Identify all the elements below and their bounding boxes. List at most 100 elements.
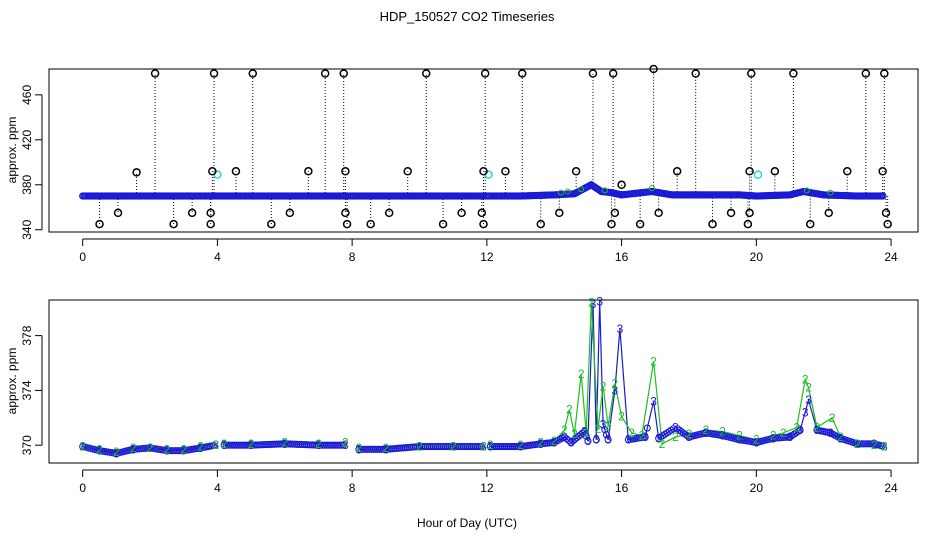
outlier-point <box>672 167 682 176</box>
series-2-point: 2 <box>618 409 625 423</box>
series-2-point: 2 <box>612 377 619 391</box>
outlier-point <box>342 219 352 229</box>
series-3-line <box>82 301 885 455</box>
outlier-point <box>770 167 780 176</box>
outlier-point <box>187 208 197 218</box>
series-2-point: 2 <box>487 438 494 452</box>
series-3-point: 3 <box>561 430 568 444</box>
series-3-point: 3 <box>180 444 187 458</box>
series-3-marker <box>641 433 649 441</box>
series-3-point: 3 <box>642 430 649 444</box>
outlier-point <box>285 208 295 218</box>
outlier-point <box>588 69 598 78</box>
series-3-point: 3 <box>590 297 597 311</box>
outlier-point <box>169 219 178 229</box>
outlier-point <box>384 208 394 218</box>
outlier-point <box>517 69 527 78</box>
top-x-tick-label: 8 <box>349 250 356 264</box>
top-axes: 0 4 8 12 16 20 24 340 380 420 460 <box>20 85 898 264</box>
series-2-point: 2 <box>600 379 607 393</box>
bottom-x-tick-label: 24 <box>884 481 898 495</box>
outlier-point <box>479 219 488 229</box>
series-3-point: 3 <box>600 418 607 432</box>
series-3-marker <box>560 433 568 441</box>
series-2-point: 2 <box>578 367 585 381</box>
series-2-point: 2 <box>382 441 389 455</box>
green-point <box>803 187 810 194</box>
outlier-point <box>457 208 466 218</box>
series-2-point: 2 <box>802 372 809 386</box>
series-2-point: 2 <box>212 438 219 452</box>
outlier-point <box>366 219 375 229</box>
outlier-point <box>610 208 620 218</box>
series-2-point: 2 <box>719 424 726 438</box>
outlier-point <box>479 167 488 176</box>
series-2-point: 2 <box>837 430 844 444</box>
series-3-point: 3 <box>537 437 544 451</box>
green-point <box>564 188 571 195</box>
series-2-point: 2 <box>342 435 349 449</box>
series-2-point: 2 <box>638 429 645 443</box>
series-2-point: 2 <box>871 438 878 452</box>
series-3-point: 3 <box>96 444 103 458</box>
outlier-point <box>341 167 350 176</box>
bottom-y-tick-label: 378 <box>20 325 34 345</box>
outlier-point <box>608 69 618 78</box>
outlier-point <box>726 208 736 218</box>
series-3-point: 3 <box>686 430 693 444</box>
series-3-point: 3 <box>382 442 389 456</box>
x-axis-label: Hour of Day (UTC) <box>417 516 517 530</box>
outlier-point <box>843 167 852 176</box>
outlier-point <box>743 219 753 229</box>
outlier-point <box>480 69 490 78</box>
series-3-point: 3 <box>753 435 760 449</box>
series-3-point: 3 <box>612 383 619 397</box>
series-2-point: 2 <box>672 430 679 444</box>
outlier-point <box>248 69 258 78</box>
series-3-marker <box>337 441 345 449</box>
outlier-point <box>231 167 241 176</box>
top-plot-frame <box>48 68 919 233</box>
series-3-marker <box>584 437 592 445</box>
series-3-marker <box>477 443 486 451</box>
series-3-marker <box>563 435 571 443</box>
top-x-tick-label: 4 <box>214 250 221 264</box>
series-2-point: 2 <box>96 442 103 456</box>
series-3-point: 3 <box>517 440 524 454</box>
outlier-point <box>555 208 564 218</box>
outlier-point <box>150 69 160 78</box>
top-y-tick-label: 460 <box>20 85 34 105</box>
series-3-marker <box>339 441 347 449</box>
series-3-point: 3 <box>221 438 228 452</box>
outlier-point <box>95 219 104 229</box>
outlier-point <box>691 69 700 78</box>
outlier-point <box>206 219 215 229</box>
series-3-point: 3 <box>342 438 349 452</box>
series-3-point: 3 <box>871 437 878 451</box>
series-2-point: 2 <box>537 435 544 449</box>
outlier-point <box>635 219 645 229</box>
outlier-point <box>501 167 510 176</box>
series-3-point: 3 <box>719 429 726 443</box>
series-3-point: 3 <box>450 440 457 454</box>
series-2-point: 2 <box>780 426 787 440</box>
outlier-point <box>477 208 487 218</box>
series-3-marker <box>592 436 600 444</box>
series-2-point: 2 <box>736 429 743 443</box>
series-2-point: 2 <box>221 437 228 451</box>
series-2-point: 2 <box>583 426 590 440</box>
green-point <box>827 189 834 196</box>
series-3-point: 3 <box>581 424 588 438</box>
series-3-point: 3 <box>551 435 558 449</box>
series-2-point: 2 <box>659 437 666 451</box>
outlier-point <box>208 167 217 176</box>
series-2-point: 2 <box>315 437 322 451</box>
figure-title: HDP_150527 CO2 Timeseries <box>380 9 555 24</box>
series-2-point: 2 <box>79 440 86 454</box>
series-2-point: 2 <box>147 441 154 455</box>
bottom-x-tick-label: 12 <box>480 481 494 495</box>
bottom-plot-frame <box>48 299 919 464</box>
top-x-tick-label: 12 <box>480 250 494 264</box>
bottom-x-tick-label: 8 <box>349 481 356 495</box>
outlier-point <box>320 69 330 78</box>
